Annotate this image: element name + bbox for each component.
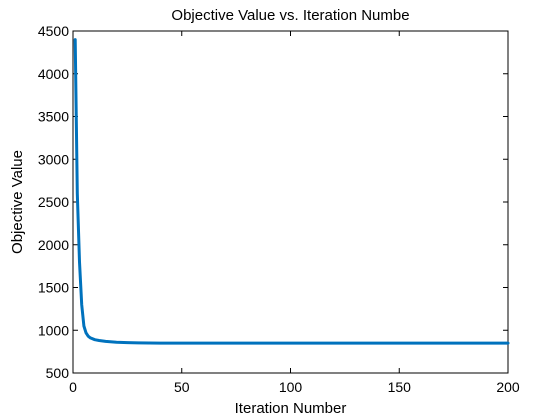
y-tick-label: 2000 [38,237,69,253]
x-tick-label: 200 [496,379,520,395]
y-tick-label: 2500 [38,194,69,210]
y-tick-label: 4500 [38,23,69,39]
y-tick-label: 4000 [38,66,69,82]
y-tick-label: 1500 [38,280,69,296]
y-tick-label: 3000 [38,151,69,167]
chart-title: Objective Value vs. Iteration Numbe [171,7,409,24]
y-tick-label: 3500 [38,109,69,125]
x-axis-label: Iteration Number [235,400,347,417]
y-tick-label: 500 [46,365,70,381]
y-tick-label: 1000 [38,322,69,338]
x-tick-label: 150 [388,379,412,395]
x-tick-label: 50 [174,379,190,395]
plot-area [73,31,508,373]
x-tick-label: 0 [69,379,77,395]
x-tick-label: 100 [279,379,303,395]
y-axis-label: Objective Value [9,150,26,254]
